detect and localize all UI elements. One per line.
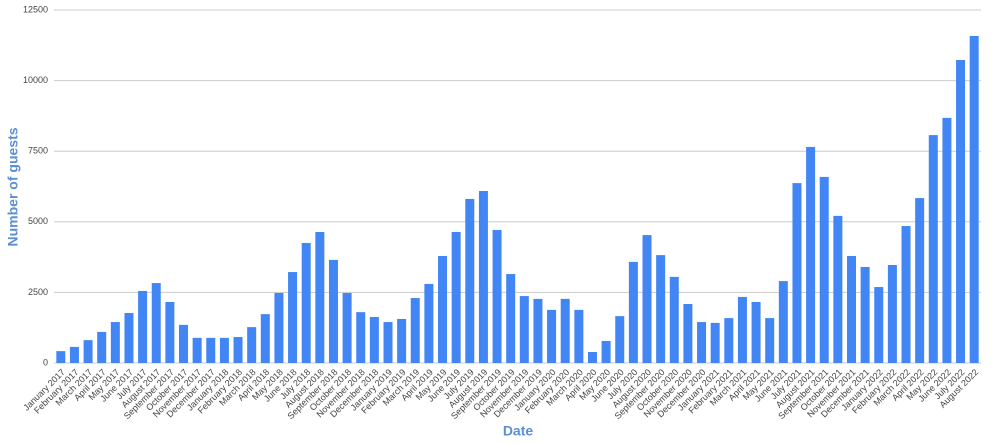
bar (451, 231, 461, 363)
bar (438, 255, 448, 363)
bar (110, 322, 120, 363)
bar (274, 292, 284, 363)
bar (710, 322, 720, 363)
bar (328, 259, 338, 363)
y-tick-label: 7500 (28, 146, 48, 156)
bar (519, 296, 529, 363)
bar (465, 198, 475, 363)
bar (833, 215, 843, 363)
bar (397, 318, 407, 363)
bar (547, 309, 557, 363)
bar (778, 281, 788, 363)
y-tick-label: 12500 (23, 4, 48, 14)
bar (478, 191, 488, 363)
bar (260, 314, 270, 363)
bar (301, 242, 311, 363)
y-tick-label: 0 (43, 357, 48, 367)
x-axis-title: Date (503, 423, 534, 439)
bar (642, 235, 652, 363)
bar (138, 290, 148, 363)
bar (874, 287, 884, 363)
bar (956, 59, 966, 363)
bar (587, 351, 597, 363)
y-tick-label: 2500 (28, 287, 48, 297)
bar (192, 337, 202, 363)
bar (151, 283, 161, 363)
bar (506, 274, 516, 363)
bar (288, 272, 298, 363)
bar (656, 255, 666, 363)
bar (724, 318, 734, 363)
bar (860, 266, 870, 363)
bar (887, 265, 897, 363)
bar (765, 318, 775, 363)
bar (56, 351, 66, 363)
bar (628, 261, 638, 363)
bar (206, 337, 216, 363)
bar (356, 312, 366, 363)
bar (751, 302, 761, 363)
bar (560, 298, 570, 363)
bar (806, 146, 816, 363)
bar (410, 298, 420, 363)
y-axis-title: Number of guests (5, 127, 21, 246)
bar (219, 337, 229, 363)
bar (683, 303, 693, 363)
bar (915, 198, 925, 363)
bar (737, 296, 747, 363)
bar (179, 324, 189, 363)
bar (383, 322, 393, 363)
bar (492, 229, 502, 363)
bar (124, 313, 134, 363)
bar (574, 309, 584, 363)
bar (97, 331, 107, 363)
bar (819, 176, 829, 363)
bar (424, 283, 434, 363)
bar (928, 135, 938, 363)
bar (69, 346, 79, 363)
y-tick-label: 5000 (28, 216, 48, 226)
bar (942, 117, 952, 363)
bar (165, 302, 175, 363)
bar (601, 340, 611, 363)
y-tick-label: 10000 (23, 75, 48, 85)
bar (233, 337, 243, 363)
bar (697, 322, 707, 363)
bar (533, 298, 543, 363)
bar (369, 316, 379, 363)
bar (901, 226, 911, 363)
bar (792, 183, 802, 363)
bar (315, 231, 325, 363)
bar (969, 35, 979, 363)
bar (615, 316, 625, 363)
bar (669, 276, 679, 363)
bar (247, 327, 257, 363)
bar (846, 255, 856, 363)
bar (342, 292, 352, 363)
bar (83, 340, 93, 363)
